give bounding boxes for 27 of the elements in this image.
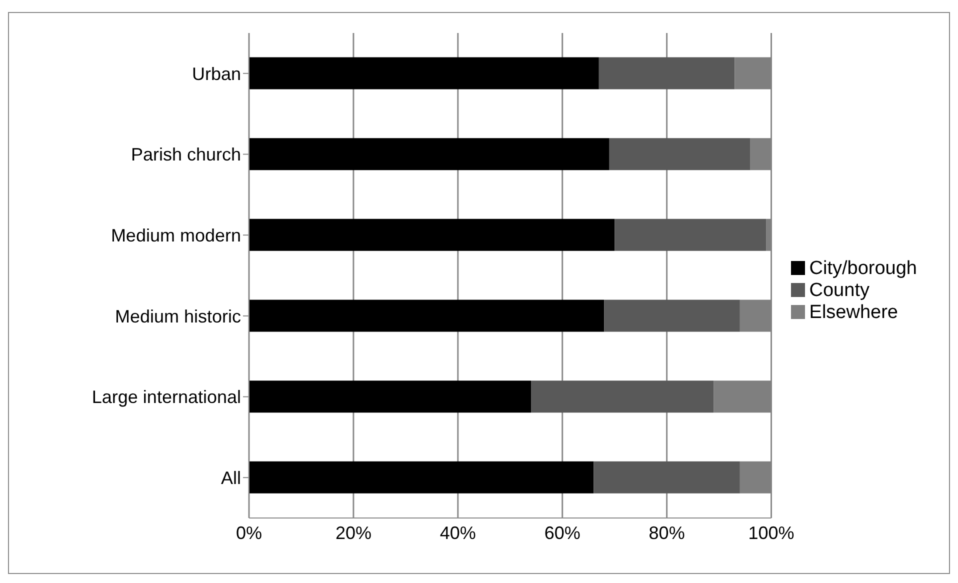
bar xyxy=(249,380,532,413)
x-tick-label: 20% xyxy=(335,522,372,543)
bar xyxy=(249,57,599,90)
x-tick-label: 60% xyxy=(544,522,580,543)
bar xyxy=(249,138,610,170)
y-tick-label: All xyxy=(220,468,241,488)
y-tick-label: Large international xyxy=(92,387,241,408)
bar xyxy=(249,300,604,332)
x-tick-label: 40% xyxy=(440,522,476,543)
y-tick-label: Medium historic xyxy=(114,306,241,326)
x-tick-label: 100% xyxy=(748,522,794,543)
bar xyxy=(614,218,766,251)
bar xyxy=(604,300,740,332)
x-tick-label: 80% xyxy=(648,522,685,543)
legend-label: County xyxy=(809,280,870,300)
x-tick-label: 0% xyxy=(236,522,262,543)
bar xyxy=(598,57,735,90)
bar xyxy=(249,461,594,494)
legend-label: City/borough xyxy=(809,258,917,278)
legend-label: Elsewhere xyxy=(809,302,898,322)
y-tick-label: Medium modern xyxy=(110,225,241,246)
y-tick-label: Urban xyxy=(192,64,241,84)
bar xyxy=(609,138,750,170)
bar xyxy=(594,461,740,494)
bar xyxy=(249,218,615,251)
y-tick-label: Parish church xyxy=(130,144,241,165)
bar xyxy=(531,380,714,413)
